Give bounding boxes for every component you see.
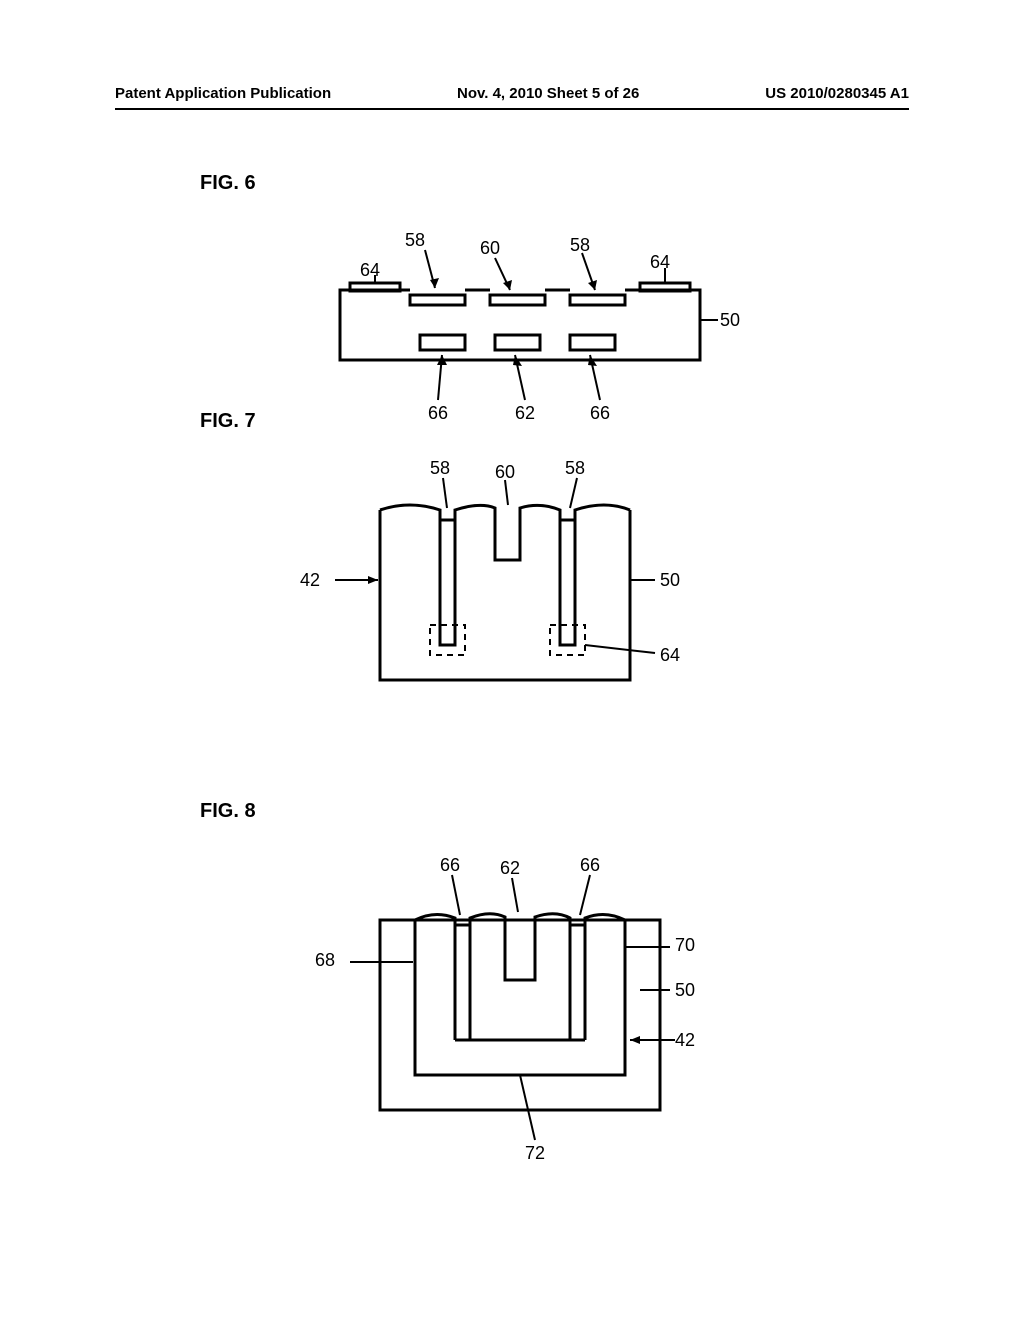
header-right: US 2010/0280345 A1 [765,85,909,102]
fig8-label-62: 62 [500,858,520,879]
fig7-label-50: 50 [660,570,680,591]
header-center: Nov. 4, 2010 Sheet 5 of 26 [457,85,639,102]
fig6-label-60: 60 [480,238,500,259]
fig8-label-42: 42 [675,1030,695,1051]
fig8-label-66-left: 66 [440,855,460,876]
fig6-label-64-left: 64 [360,260,380,281]
fig6-label-64-right: 64 [650,252,670,273]
fig6-label-66-right: 66 [590,403,610,424]
fig6-label-62: 62 [515,403,535,424]
fig6-label-58-right: 58 [570,235,590,256]
fig7-diagram: 58 60 58 42 50 64 [330,450,710,705]
fig8-label-66-right: 66 [580,855,600,876]
fig8-label-72: 72 [525,1143,545,1164]
fig6-label: FIG. 6 [200,172,256,195]
fig8-label-70: 70 [675,935,695,956]
fig7-label-60: 60 [495,462,515,483]
fig6-label-66-left: 66 [428,403,448,424]
header-divider [115,108,909,110]
fig6-label-58-left: 58 [405,230,425,251]
fig6-label-50: 50 [720,310,740,331]
fig7-label-58-right: 58 [565,458,585,479]
fig7-label-58-left: 58 [430,458,450,479]
fig8-label: FIG. 8 [200,800,256,823]
fig8-label-50: 50 [675,980,695,1001]
fig7-label-42: 42 [300,570,320,591]
page-header: Patent Application Publication Nov. 4, 2… [0,85,1024,102]
fig8-label-68: 68 [315,950,335,971]
fig7-label-64: 64 [660,645,680,666]
header-left: Patent Application Publication [115,85,331,102]
fig8-diagram: 66 62 66 68 70 50 42 72 [340,850,720,1175]
fig6-diagram: 64 58 60 58 64 50 66 62 66 [320,220,740,435]
fig7-label: FIG. 7 [200,410,256,433]
